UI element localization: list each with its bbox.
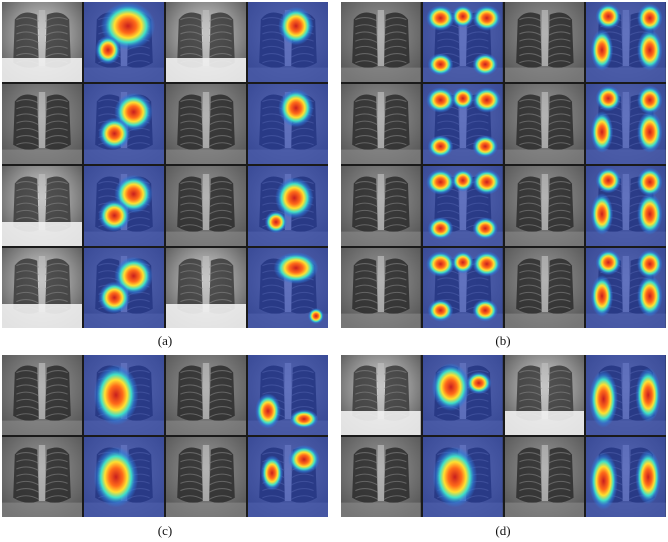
- heatmap-image-a-r3c4: [248, 166, 328, 246]
- heatmap-image-a-r1c2: [84, 2, 164, 82]
- xray-image-b-r4c1: [341, 248, 421, 328]
- xray-image-b-r3c1: [341, 166, 421, 246]
- xray-image-d-r1c1: [341, 355, 421, 435]
- xray-image-c-r2c1: [2, 437, 82, 517]
- xray-image-a-r2c1: [2, 84, 82, 164]
- heatmap-image-b-r2c4: [586, 84, 666, 164]
- xray-image-b-r4c3: [504, 248, 585, 328]
- xray-image-d-r1c3: [504, 355, 585, 435]
- heatmap-image-a-r2c2: [84, 84, 164, 164]
- heatmap-image-c-r2c2: [84, 437, 164, 517]
- heatmap-image-a-r4c2: [84, 248, 164, 328]
- heatmap-image-b-r4c4: [586, 248, 666, 328]
- caption-a: (a): [157, 333, 173, 348]
- xray-image-b-r1c3: [504, 2, 585, 82]
- xray-image-c-r1c1: [2, 355, 82, 435]
- heatmap-image-b-r2c2: [422, 84, 503, 164]
- heatmap-image-d-r2c2: [422, 437, 503, 517]
- xray-image-b-r3c3: [504, 166, 585, 246]
- xray-image-d-r2c1: [341, 437, 421, 517]
- xray-image-b-r2c1: [341, 84, 421, 164]
- heatmap-image-b-r1c2: [422, 2, 503, 82]
- heatmap-image-d-r1c2: [422, 355, 503, 435]
- heatmap-image-d-r1c4: [586, 355, 666, 435]
- xray-image-a-r4c3: [166, 248, 246, 328]
- xray-image-a-r2c3: [166, 84, 246, 164]
- heatmap-image-a-r2c4: [248, 84, 328, 164]
- figure-panel-d: [341, 355, 666, 517]
- figure-panel-a: [2, 2, 328, 328]
- figure-panel-b: [341, 2, 666, 328]
- xray-image-a-r1c1: [2, 2, 82, 82]
- heatmap-image-b-r3c4: [586, 166, 666, 246]
- xray-image-b-r2c3: [504, 84, 585, 164]
- heatmap-image-c-r2c4: [248, 437, 328, 517]
- heatmap-image-b-r1c4: [586, 2, 666, 82]
- xray-image-a-r3c3: [166, 166, 246, 246]
- xray-image-a-r3c1: [2, 166, 82, 246]
- xray-image-a-r4c1: [2, 248, 82, 328]
- heatmap-image-a-r4c4: [248, 248, 328, 328]
- xray-image-b-r1c1: [341, 2, 421, 82]
- caption-d: (d): [495, 523, 511, 538]
- xray-image-d-r2c3: [504, 437, 585, 517]
- heatmap-image-a-r3c2: [84, 166, 164, 246]
- heatmap-image-c-r1c4: [248, 355, 328, 435]
- heatmap-image-d-r2c4: [586, 437, 666, 517]
- heatmap-image-b-r3c2: [422, 166, 503, 246]
- heatmap-image-c-r1c2: [84, 355, 164, 435]
- figure-panel-c: [2, 355, 328, 517]
- xray-image-a-r1c3: [166, 2, 246, 82]
- xray-image-c-r2c3: [166, 437, 246, 517]
- xray-image-c-r1c3: [166, 355, 246, 435]
- heatmap-image-a-r1c4: [248, 2, 328, 82]
- caption-c: (c): [157, 523, 173, 538]
- heatmap-image-b-r4c2: [422, 248, 503, 328]
- caption-b: (b): [495, 333, 511, 348]
